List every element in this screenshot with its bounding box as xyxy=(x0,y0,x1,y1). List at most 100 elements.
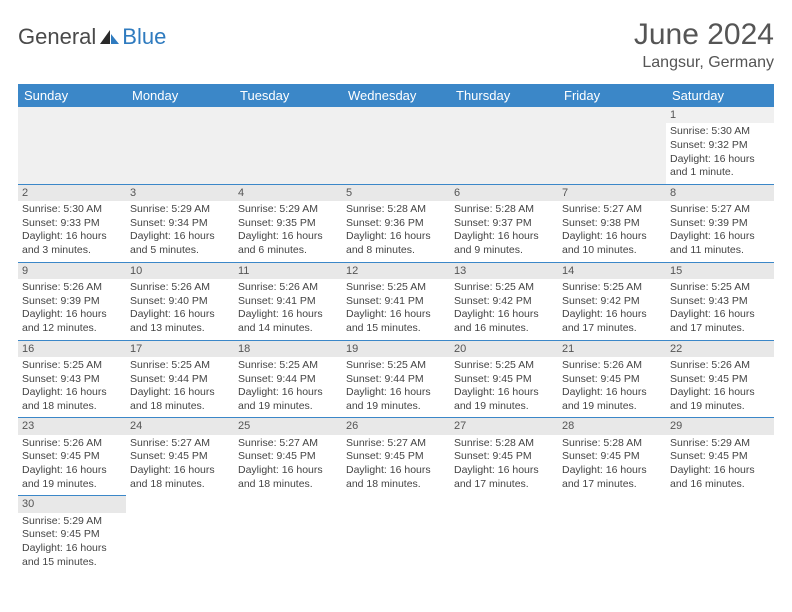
day-details: Sunrise: 5:28 AMSunset: 9:37 PMDaylight:… xyxy=(450,201,558,262)
day-number: 4 xyxy=(234,185,342,201)
day-number: 22 xyxy=(666,341,774,357)
calendar-cell: 10 Sunrise: 5:26 AMSunset: 9:40 PMDayligh… xyxy=(126,262,234,340)
day-header: Thursday xyxy=(450,84,558,107)
calendar-cell: 13Sunrise: 5:25 AMSunset: 9:42 PMDayligh… xyxy=(450,262,558,340)
day-number: 23 xyxy=(18,418,126,434)
daylight-text: Daylight: 16 hours and 19 minutes. xyxy=(238,386,338,413)
day-number: 12 xyxy=(342,263,450,279)
day-number: 27 xyxy=(450,418,558,434)
calendar-cell xyxy=(450,496,558,573)
sunset-text: Sunset: 9:43 PM xyxy=(22,373,122,387)
daylight-text: Daylight: 16 hours and 9 minutes. xyxy=(454,230,554,257)
sunset-text: Sunset: 9:40 PM xyxy=(130,295,230,309)
sunset-text: Sunset: 9:45 PM xyxy=(454,450,554,464)
calendar-cell: 15Sunrise: 5:25 AMSunset: 9:43 PMDayligh… xyxy=(666,262,774,340)
calendar-cell: 20Sunrise: 5:25 AMSunset: 9:45 PMDayligh… xyxy=(450,340,558,418)
day-number: 7 xyxy=(558,185,666,201)
daylight-text: Daylight: 16 hours and 19 minutes. xyxy=(454,386,554,413)
day-number: 16 xyxy=(18,341,126,357)
sunset-text: Sunset: 9:45 PM xyxy=(670,373,770,387)
sunset-text: Sunset: 9:36 PM xyxy=(346,217,446,231)
calendar-cell xyxy=(234,107,342,184)
day-details: Sunrise: 5:25 AMSunset: 9:44 PMDaylight:… xyxy=(126,357,234,418)
daylight-text: Daylight: 16 hours and 19 minutes. xyxy=(670,386,770,413)
sunrise-text: Sunrise: 5:29 AM xyxy=(130,203,230,217)
day-number: 18 xyxy=(234,341,342,357)
calendar-cell: 28Sunrise: 5:28 AMSunset: 9:45 PMDayligh… xyxy=(558,418,666,496)
calendar-cell: 25Sunrise: 5:27 AMSunset: 9:45 PMDayligh… xyxy=(234,418,342,496)
daylight-text: Daylight: 16 hours and 3 minutes. xyxy=(22,230,122,257)
calendar-row: 16 Sunrise: 5:25 AM Sunset: 9:43 PM Dayligh… xyxy=(18,340,774,418)
day-details: Sunrise: 5:25 AMSunset: 9:43 PMDaylight:… xyxy=(666,279,774,340)
sunrise-text: Sunrise: 5:26 AM xyxy=(130,281,230,295)
calendar-cell: 2 Sunrise: 5:30 AMSunset: 9:33 PMDaylight… xyxy=(18,184,126,262)
daylight-text: Daylight: 16 hours and 13 minutes. xyxy=(130,308,230,335)
daylight-text: Daylight: 16 hours and 14 minutes. xyxy=(238,308,338,335)
day-details: Sunrise: 5:25 AMSunset: 9:44 PMDaylight:… xyxy=(342,357,450,418)
calendar-cell: 17Sunrise: 5:25 AMSunset: 9:44 PMDayligh… xyxy=(126,340,234,418)
day-details: Sunrise: 5:26 AMSunset: 9:41 PMDaylight:… xyxy=(234,279,342,340)
calendar-cell xyxy=(558,107,666,184)
sunrise-text: Sunrise: 5:30 AM xyxy=(670,125,770,139)
day-details: Sunrise: 5:29 AMSunset: 9:45 PMDaylight:… xyxy=(18,513,126,574)
day-details: Sunrise: 5:26 AMSunset: 9:45 PMDaylight:… xyxy=(18,435,126,496)
day-details: Sunrise: 5:28 AMSunset: 9:45 PMDaylight:… xyxy=(558,435,666,496)
location: Langsur, Germany xyxy=(634,54,774,72)
calendar-cell: 4Sunrise: 5:29 AMSunset: 9:35 PMDaylight… xyxy=(234,184,342,262)
day-details: Sunrise: 5:28 AMSunset: 9:36 PMDaylight:… xyxy=(342,201,450,262)
daylight-text: Daylight: 16 hours and 17 minutes. xyxy=(670,308,770,335)
day-number: 14 xyxy=(558,263,666,279)
daylight-text: Daylight: 16 hours and 18 minutes. xyxy=(238,464,338,491)
daylight-text: Daylight: 16 hours and 19 minutes. xyxy=(346,386,446,413)
day-number: 8 xyxy=(666,185,774,201)
calendar-cell: 9Sunrise: 5:26 AMSunset: 9:39 PMDaylight… xyxy=(18,262,126,340)
calendar-cell: 3Sunrise: 5:29 AMSunset: 9:34 PMDaylight… xyxy=(126,184,234,262)
day-details: Sunrise: 5:26 AMSunset: 9:45 PMDaylight:… xyxy=(666,357,774,418)
day-details: Sunrise: 5:25 AMSunset: 9:45 PMDaylight:… xyxy=(450,357,558,418)
day-details: Sunrise: 5:29 AMSunset: 9:34 PMDaylight:… xyxy=(126,201,234,262)
sunrise-text: Sunrise: 5:25 AM xyxy=(346,359,446,373)
calendar-cell: 6Sunrise: 5:28 AMSunset: 9:37 PMDaylight… xyxy=(450,184,558,262)
sunrise-text: Sunrise: 5:26 AM xyxy=(238,281,338,295)
calendar-cell: 8Sunrise: 5:27 AMSunset: 9:39 PMDaylight… xyxy=(666,184,774,262)
day-details: Sunrise: 5:28 AMSunset: 9:45 PMDaylight:… xyxy=(450,435,558,496)
sunset-text: Sunset: 9:39 PM xyxy=(22,295,122,309)
day-details: Sunrise: 5:26 AMSunset: 9:39 PMDaylight:… xyxy=(18,279,126,340)
calendar-cell: 19Sunrise: 5:25 AMSunset: 9:44 PMDayligh… xyxy=(342,340,450,418)
calendar-table: Sunday Monday Tuesday Wednesday Thursday… xyxy=(18,84,774,573)
calendar-cell: 21Sunrise: 5:26 AMSunset: 9:45 PMDayligh… xyxy=(558,340,666,418)
day-details: Sunrise: 5:25 AMSunset: 9:42 PMDaylight:… xyxy=(450,279,558,340)
day-number: 2 xyxy=(18,185,126,201)
calendar-cell xyxy=(666,496,774,573)
sunrise-text: Sunrise: 5:26 AM xyxy=(670,359,770,373)
daylight-text: Daylight: 16 hours and 8 minutes. xyxy=(346,230,446,257)
sunset-text: Sunset: 9:34 PM xyxy=(130,217,230,231)
sunrise-text: Sunrise: 5:28 AM xyxy=(454,437,554,451)
day-header: Monday xyxy=(126,84,234,107)
sail-icon xyxy=(98,28,120,46)
calendar-cell xyxy=(342,107,450,184)
sunset-text: Sunset: 9:33 PM xyxy=(22,217,122,231)
day-number: 6 xyxy=(450,185,558,201)
calendar-row: 9Sunrise: 5:26 AMSunset: 9:39 PMDaylight… xyxy=(18,262,774,340)
day-number: 17 xyxy=(126,341,234,357)
day-number: 26 xyxy=(342,418,450,434)
day-number: 10 xyxy=(126,263,234,279)
sunset-text: Sunset: 9:38 PM xyxy=(562,217,662,231)
day-header: Friday xyxy=(558,84,666,107)
month-title: June 2024 xyxy=(634,18,774,52)
sunrise-text: Sunrise: 5:30 AM xyxy=(22,203,122,217)
sunrise-text: Sunrise: 5:27 AM xyxy=(238,437,338,451)
day-header: Tuesday xyxy=(234,84,342,107)
sunset-text: Sunset: 9:45 PM xyxy=(562,450,662,464)
day-number: 9 xyxy=(18,263,126,279)
logo-text-blue: Blue xyxy=(122,24,166,50)
sunrise-text: Sunrise: 5:27 AM xyxy=(346,437,446,451)
daylight-text: Daylight: 16 hours and 15 minutes. xyxy=(22,542,122,569)
day-details: Sunrise: 5:27 AMSunset: 9:45 PMDaylight:… xyxy=(234,435,342,496)
sunrise-text: Sunrise: 5:26 AM xyxy=(22,281,122,295)
sunset-text: Sunset: 9:45 PM xyxy=(22,528,122,542)
sunset-text: Sunset: 9:35 PM xyxy=(238,217,338,231)
sunset-text: Sunset: 9:32 PM xyxy=(670,139,770,153)
daylight-text: Daylight: 16 hours and 17 minutes. xyxy=(562,308,662,335)
